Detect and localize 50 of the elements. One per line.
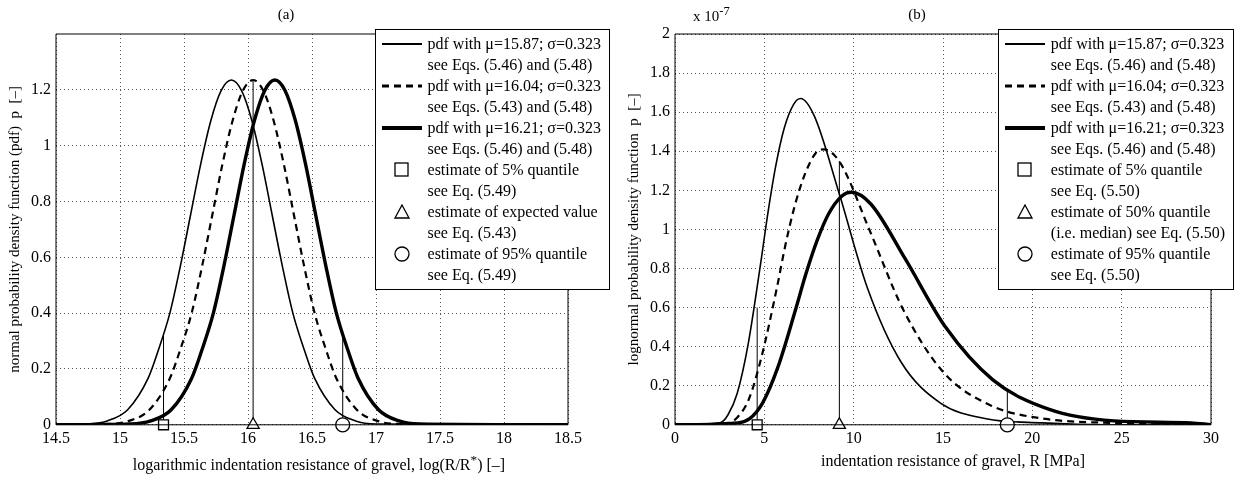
y-tick-label: 2	[662, 24, 670, 42]
text: x 10$^{-7}$	[693, 4, 730, 25]
y-tick-label: 0.8	[31, 191, 51, 209]
x-tick-label: 25	[1113, 428, 1130, 446]
legend-label: pdf with μ=15.87; σ=0.323 see Eqs. (5.46) and (5.48)	[1050, 34, 1225, 75]
legend-label: pdf with μ=16.21; σ=0.323 see Eqs. (5.46) and (5.48)	[427, 118, 601, 159]
x-tick-label: 15	[112, 428, 128, 446]
x-tick-label: 18	[496, 428, 512, 446]
y-axis-title: normal probability density function (pdf) p [–]	[5, 86, 23, 373]
x-tick-label: 20	[1024, 428, 1041, 446]
legend-label: pdf with μ=15.87; σ=0.323 see Eqs. (5.46) and (5.48)	[427, 34, 601, 75]
x-tick-label: 30	[1203, 428, 1219, 446]
y-tick-label: 0.8	[650, 258, 670, 276]
y-tick-label: 0.4	[31, 303, 51, 321]
y-tick-label: 0.2	[31, 359, 51, 377]
x-tick-label: 17	[368, 428, 384, 446]
y-tick-label: 0.6	[31, 247, 51, 265]
y-tick-label: 1	[662, 219, 670, 237]
x-axis-title: indentation resistance of gravel, R [MPa]	[820, 452, 1086, 470]
y-tick-label: 1.6	[650, 102, 670, 120]
x-tick-label: 16.5	[298, 428, 326, 446]
legend-label: pdf with μ=16.04; σ=0.323 see Eqs. (5.43) and (5.48)	[1050, 76, 1225, 117]
y-tick-label: 1	[43, 135, 51, 153]
y-tick-label: 1.4	[650, 141, 670, 159]
chart-title: (a)	[277, 5, 295, 23]
y-tick-label: 0.6	[650, 297, 670, 315]
x-tick-label: 16	[240, 428, 256, 446]
y-tick-label: 0.2	[650, 375, 670, 393]
y-tick-label: 0	[662, 415, 670, 432]
chart-title: (b)	[908, 5, 926, 23]
y-tick-label: 0.4	[650, 336, 670, 354]
x-tick-label: 5	[760, 428, 769, 446]
legend-label: pdf with μ=16.21; σ=0.323 see Eqs. (5.46) and (5.48)	[1050, 118, 1225, 159]
y-tick-label: 1.8	[650, 63, 670, 81]
x-tick-label: 17.5	[426, 428, 454, 446]
y-tick-label: 1.2	[31, 80, 51, 98]
legend-label: estimate of 5% quantile see Eq. (5.49)	[427, 160, 580, 201]
legend-label: estimate of expected value see Eq. (5.43)	[427, 202, 598, 243]
legend-label: estimate of 50% quantile (i.e. median) see Eq. (5.50)	[1050, 202, 1225, 243]
x-tick-label: 15	[935, 428, 951, 446]
x-axis-title: logarithmic indentation resistance of gravel, log(R/R$^{*}$) [–]	[131, 452, 507, 475]
x-tick-label: 15.5	[170, 428, 198, 446]
legend-label: estimate of 5% quantile see Eq. (5.50)	[1050, 160, 1203, 201]
y-axis-title: lognormal probability density function p [–]	[624, 93, 641, 366]
legend-label: estimate of 95% quantile see Eq. (5.50)	[1050, 244, 1211, 285]
x-tick-label: 18.5	[554, 428, 582, 446]
x-tick-label: 10	[845, 428, 862, 446]
legend-label: estimate of 95% quantile see Eq. (5.49)	[427, 244, 588, 285]
y-tick-label: 1.2	[650, 180, 670, 198]
legend-label: pdf with μ=16.04; σ=0.323 see Eqs. (5.43) and (5.48)	[427, 76, 601, 117]
